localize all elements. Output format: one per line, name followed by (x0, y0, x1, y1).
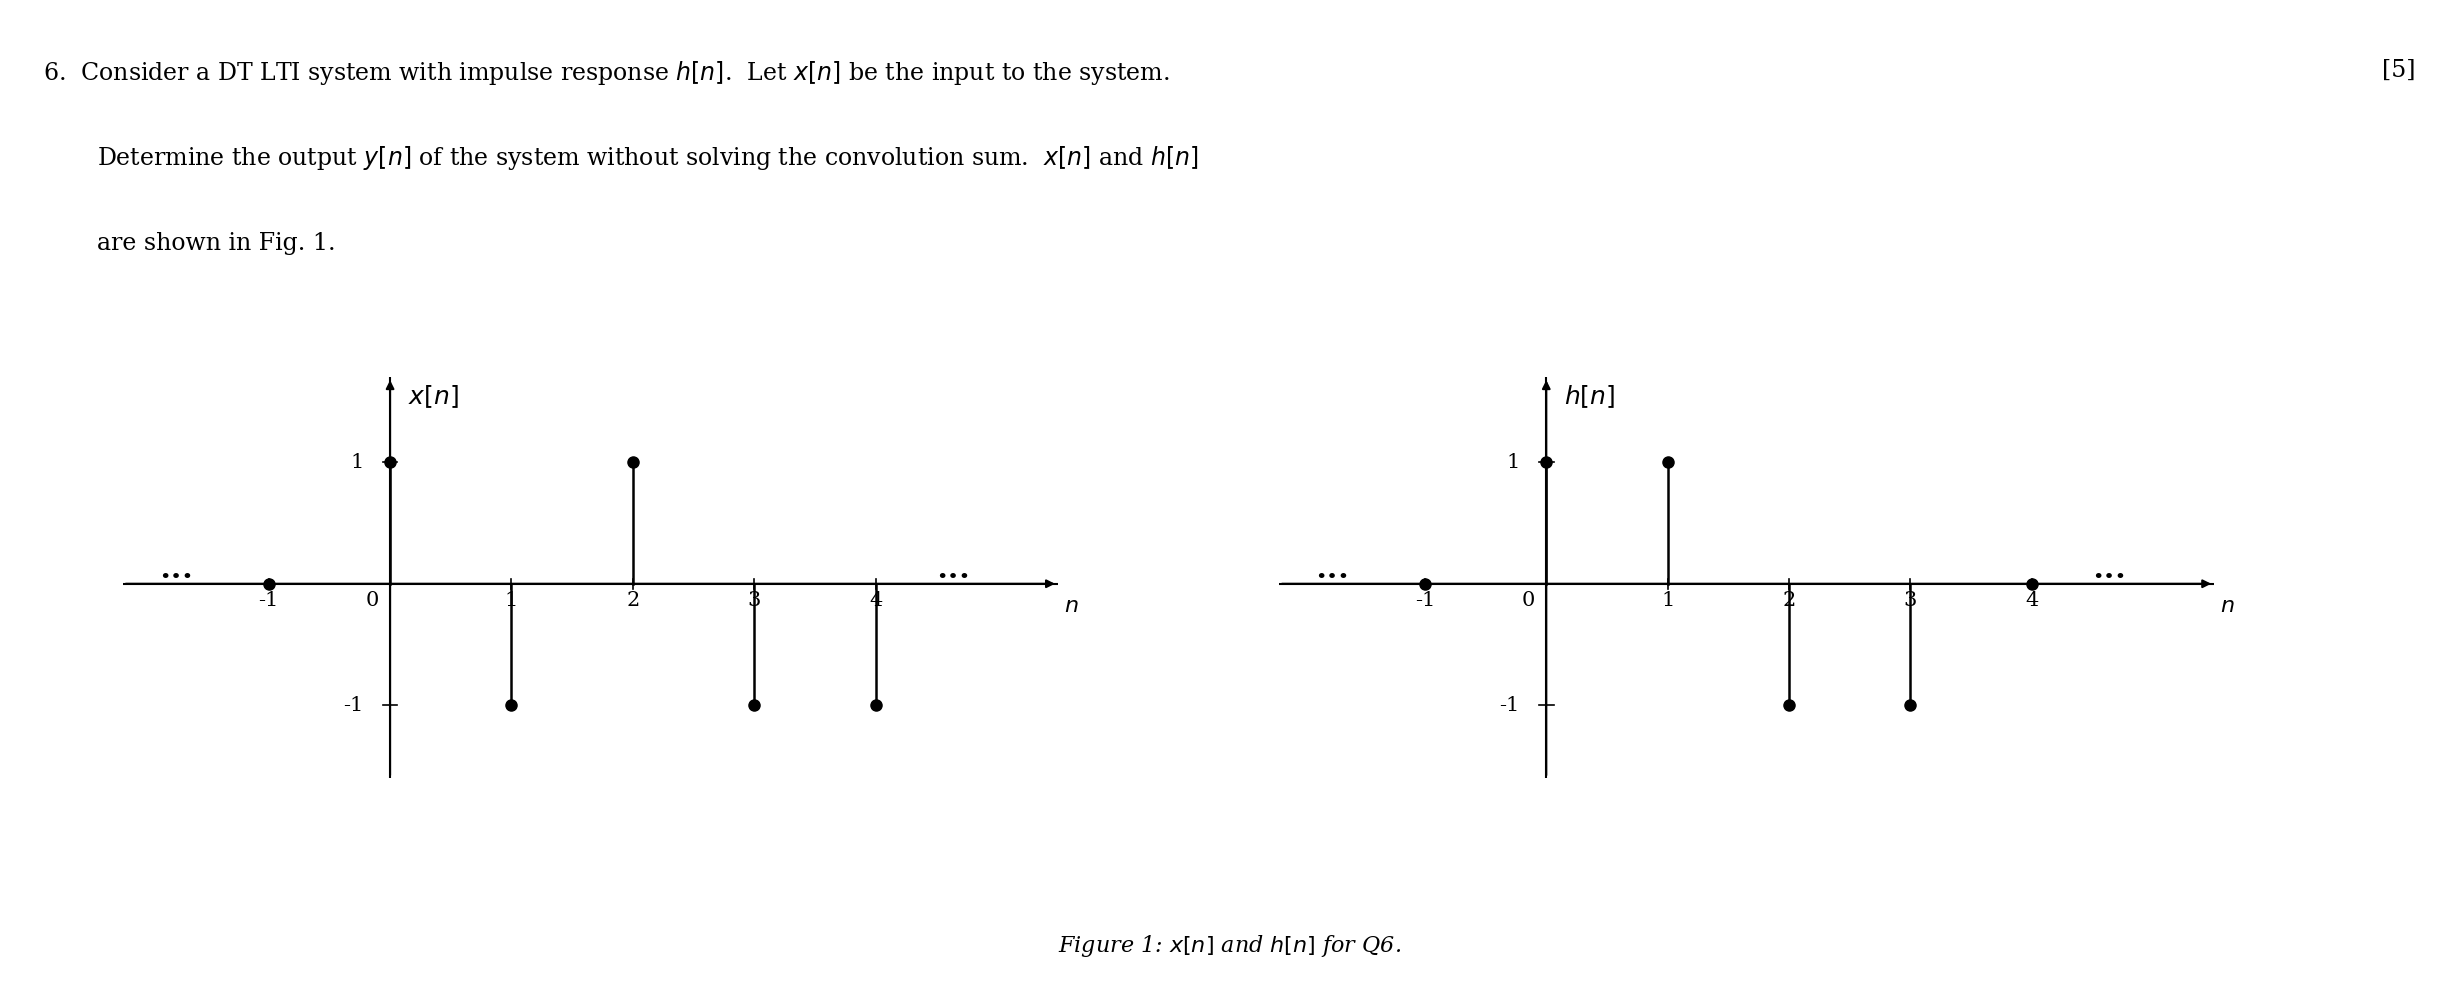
Text: 0: 0 (1520, 591, 1535, 610)
Text: 1: 1 (1506, 453, 1520, 472)
Text: [5]: [5] (2381, 59, 2416, 82)
Text: $n$: $n$ (1063, 595, 1077, 617)
Text: •••: ••• (937, 569, 972, 587)
Text: 1: 1 (1660, 591, 1675, 610)
Text: 2: 2 (627, 591, 640, 610)
Text: •••: ••• (1316, 569, 1351, 587)
Text: 4: 4 (2025, 591, 2039, 610)
Text: 0: 0 (364, 591, 379, 610)
Text: -1: -1 (1414, 591, 1434, 610)
Text: Figure 1: $x[n]$ and $h[n]$ for Q6.: Figure 1: $x[n]$ and $h[n]$ for Q6. (1058, 933, 1402, 959)
Text: 4: 4 (868, 591, 883, 610)
Text: 2: 2 (1784, 591, 1796, 610)
Text: -1: -1 (258, 591, 278, 610)
Text: 6.  Consider a DT LTI system with impulse response $h[n]$.  Let $x[n]$ be the in: 6. Consider a DT LTI system with impulse… (44, 59, 1171, 87)
Text: are shown in Fig. 1.: are shown in Fig. 1. (98, 232, 337, 255)
Text: Determine the output $y[n]$ of the system without solving the convolution sum.  : Determine the output $y[n]$ of the syste… (98, 144, 1198, 172)
Text: •••: ••• (2093, 569, 2128, 587)
Text: $x[n]$: $x[n]$ (408, 383, 460, 410)
Text: •••: ••• (160, 569, 194, 587)
Text: 1: 1 (349, 453, 364, 472)
Text: 3: 3 (1904, 591, 1916, 610)
Text: -1: -1 (342, 695, 364, 715)
Text: $h[n]$: $h[n]$ (1565, 383, 1616, 410)
Text: 3: 3 (748, 591, 760, 610)
Text: -1: -1 (1498, 695, 1520, 715)
Text: 1: 1 (504, 591, 519, 610)
Text: $n$: $n$ (2219, 595, 2234, 617)
